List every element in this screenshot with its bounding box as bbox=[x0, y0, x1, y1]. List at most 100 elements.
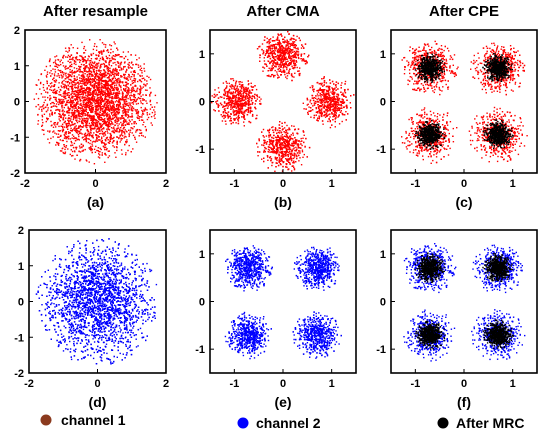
point bbox=[81, 55, 83, 58]
point bbox=[277, 74, 279, 77]
point bbox=[255, 88, 258, 91]
point bbox=[55, 92, 57, 94]
point bbox=[108, 64, 110, 66]
point bbox=[109, 84, 112, 86]
point bbox=[37, 104, 40, 106]
point bbox=[97, 135, 99, 137]
point bbox=[55, 97, 57, 99]
point bbox=[89, 126, 92, 128]
point bbox=[75, 71, 77, 73]
point bbox=[80, 77, 83, 80]
point bbox=[98, 55, 100, 57]
point bbox=[109, 75, 111, 77]
point bbox=[110, 71, 112, 73]
point bbox=[114, 58, 116, 61]
point bbox=[92, 108, 94, 110]
point bbox=[66, 94, 68, 96]
point bbox=[93, 71, 95, 74]
point bbox=[111, 118, 113, 120]
point bbox=[97, 87, 99, 89]
point bbox=[57, 86, 60, 89]
point bbox=[132, 82, 135, 84]
point bbox=[275, 59, 277, 61]
point bbox=[79, 59, 82, 62]
point bbox=[111, 71, 114, 73]
point bbox=[66, 67, 68, 70]
point bbox=[62, 112, 64, 114]
point bbox=[133, 126, 135, 128]
point bbox=[46, 88, 48, 90]
point bbox=[278, 141, 281, 143]
point bbox=[101, 86, 103, 89]
point bbox=[107, 93, 109, 95]
point bbox=[90, 118, 93, 120]
point bbox=[81, 107, 83, 110]
point bbox=[132, 107, 135, 110]
point bbox=[116, 104, 118, 106]
point bbox=[111, 96, 114, 98]
point bbox=[117, 72, 120, 75]
point bbox=[54, 71, 57, 73]
point bbox=[112, 104, 114, 106]
point bbox=[150, 91, 152, 94]
point bbox=[125, 140, 127, 143]
point bbox=[64, 96, 66, 98]
point bbox=[79, 96, 81, 98]
point bbox=[74, 104, 76, 106]
point bbox=[116, 97, 118, 99]
point bbox=[271, 73, 274, 76]
point bbox=[102, 105, 104, 108]
point bbox=[79, 113, 82, 115]
point bbox=[112, 82, 115, 84]
point bbox=[127, 93, 129, 95]
point bbox=[278, 160, 280, 162]
point bbox=[105, 93, 108, 95]
point bbox=[82, 144, 84, 147]
point bbox=[83, 67, 85, 70]
point bbox=[261, 43, 264, 45]
point bbox=[64, 120, 66, 122]
point bbox=[113, 116, 116, 119]
point bbox=[128, 104, 130, 107]
point bbox=[112, 51, 114, 53]
point bbox=[61, 105, 63, 107]
point bbox=[78, 74, 80, 76]
point bbox=[89, 72, 91, 75]
point bbox=[142, 86, 144, 88]
point bbox=[54, 98, 57, 101]
point bbox=[110, 65, 113, 67]
point bbox=[47, 118, 49, 120]
point bbox=[46, 91, 49, 94]
point bbox=[116, 141, 118, 144]
point bbox=[110, 90, 112, 92]
point bbox=[116, 122, 118, 125]
point bbox=[89, 64, 91, 66]
point bbox=[124, 81, 127, 83]
point bbox=[130, 127, 132, 129]
point bbox=[96, 140, 99, 142]
point bbox=[99, 147, 101, 150]
point bbox=[78, 135, 80, 138]
point bbox=[61, 77, 63, 79]
point bbox=[103, 43, 105, 46]
point bbox=[42, 96, 44, 98]
point bbox=[230, 84, 233, 86]
point bbox=[74, 90, 77, 92]
scatter-points-a bbox=[33, 39, 158, 165]
point bbox=[74, 122, 76, 125]
point bbox=[46, 117, 48, 119]
point bbox=[58, 109, 60, 112]
point bbox=[97, 94, 99, 96]
point bbox=[92, 48, 95, 51]
point bbox=[86, 130, 89, 132]
point bbox=[90, 66, 92, 69]
point bbox=[38, 108, 40, 110]
point bbox=[102, 145, 105, 148]
point bbox=[97, 121, 100, 123]
point bbox=[126, 68, 128, 71]
point bbox=[80, 126, 83, 128]
point bbox=[90, 125, 93, 127]
point bbox=[50, 97, 52, 99]
point bbox=[101, 53, 103, 55]
point bbox=[102, 142, 105, 144]
